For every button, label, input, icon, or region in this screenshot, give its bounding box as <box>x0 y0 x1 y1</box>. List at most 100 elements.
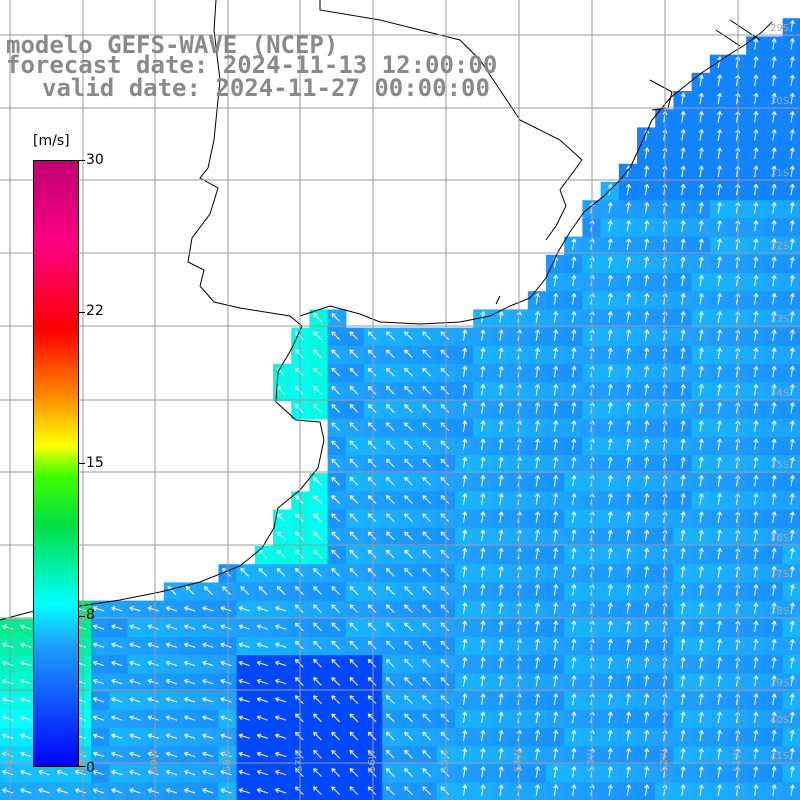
wind-arrow <box>789 183 795 196</box>
wind-arrow <box>626 293 631 305</box>
wind-arrow <box>480 329 486 341</box>
wind-arrow <box>462 438 468 451</box>
wind-arrow <box>644 365 650 378</box>
wind-arrow <box>440 476 450 486</box>
wind-arrow <box>331 404 341 413</box>
wind-arrow <box>698 274 704 287</box>
wind-arrow <box>698 92 704 105</box>
wind-arrow <box>404 385 413 395</box>
colorbar-tick-22: 22 <box>86 303 104 319</box>
wind-arrow <box>680 329 686 341</box>
wind-arrow <box>698 438 704 451</box>
wind-arrow <box>789 256 795 269</box>
wind-arrow <box>644 475 650 487</box>
wind-arrow <box>789 329 795 341</box>
wind-arrow <box>367 422 377 432</box>
longitude-label: 55W <box>440 749 451 772</box>
wind-arrow <box>331 331 341 341</box>
wind-arrow <box>294 385 304 395</box>
wind-arrow <box>753 220 759 232</box>
wind-arrow <box>717 202 722 214</box>
wind-arrow <box>789 111 795 123</box>
wind-arrow <box>404 349 413 359</box>
wind-arrow <box>498 475 504 487</box>
wind-arrow <box>644 293 650 305</box>
wind-arrow <box>440 422 450 432</box>
wind-arrow <box>698 147 704 159</box>
wind-arrow <box>535 438 540 451</box>
wind-arrow <box>644 202 650 214</box>
wind-arrow <box>717 74 722 87</box>
wind-arrow <box>753 347 759 360</box>
wind-arrow <box>698 129 704 141</box>
wind-arrow <box>789 311 795 323</box>
wind-arrow <box>789 456 795 469</box>
wind-arrow <box>680 129 686 141</box>
wind-arrow <box>717 329 722 341</box>
wind-arrow <box>644 347 650 360</box>
wind-arrow <box>349 349 359 359</box>
wind-arrow <box>535 293 540 305</box>
wind-arrow <box>753 438 759 451</box>
latitude-label: 34S <box>770 388 789 399</box>
wind-arrow <box>571 311 577 323</box>
wind-arrow <box>626 402 631 414</box>
wind-arrow <box>753 420 759 432</box>
wind-arrow <box>789 220 795 232</box>
wind-arrow <box>717 456 722 469</box>
wind-arrow <box>498 347 504 360</box>
latitude-label: 31S <box>770 168 789 179</box>
wind-arrow <box>753 56 759 68</box>
wind-arrow <box>644 183 650 196</box>
wind-arrow <box>644 165 650 178</box>
wind-arrow <box>789 202 795 214</box>
wind-arrow <box>535 402 540 414</box>
wind-arrow <box>680 202 686 214</box>
wind-arrow <box>771 56 777 68</box>
wind-arrow <box>422 331 432 341</box>
wind-arrow <box>789 238 795 250</box>
wind-arrow <box>535 420 540 432</box>
wind-arrow <box>422 367 432 377</box>
latitude-label: 35S <box>770 460 789 471</box>
wind-arrow <box>644 274 650 287</box>
wind-arrow <box>422 440 432 450</box>
wind-arrow <box>331 476 341 486</box>
wind-arrow <box>553 293 559 305</box>
wind-arrow <box>571 293 577 305</box>
wind-arrow <box>717 365 722 378</box>
wind-arrow <box>313 476 322 486</box>
wind-arrow <box>771 311 777 323</box>
wind-arrow <box>789 347 795 360</box>
wind-arrow <box>440 367 450 377</box>
wind-arrow <box>753 256 759 269</box>
wind-arrow <box>698 238 704 250</box>
wind-arrow <box>626 384 631 396</box>
wind-arrow <box>771 365 777 378</box>
wind-arrow <box>789 402 795 414</box>
wind-arrow <box>553 274 559 287</box>
wind-arrow <box>698 183 704 196</box>
wind-arrow <box>771 438 777 451</box>
wind-arrow <box>698 347 704 360</box>
wind-arrow <box>462 384 468 396</box>
wind-arrow <box>571 329 577 341</box>
wind-arrow <box>771 92 777 105</box>
wind-arrow <box>331 349 341 359</box>
wind-arrow <box>571 438 577 451</box>
wind-arrow <box>753 384 759 396</box>
longitude-label: 59W <box>149 749 160 772</box>
wind-arrow <box>680 274 686 287</box>
wind-arrow <box>367 367 377 377</box>
latitude-label: 32S <box>770 241 789 252</box>
wind-arrow <box>480 402 486 414</box>
wind-arrow <box>698 402 704 414</box>
wind-arrow <box>789 129 795 141</box>
wind-arrow <box>771 384 777 396</box>
longitude-label: 58W <box>222 749 233 772</box>
latitude-label: 38S <box>770 606 789 617</box>
wind-arrow <box>571 274 577 287</box>
wind-arrow <box>331 367 341 377</box>
wind-arrow <box>404 476 413 486</box>
wind-arrow <box>771 256 777 269</box>
